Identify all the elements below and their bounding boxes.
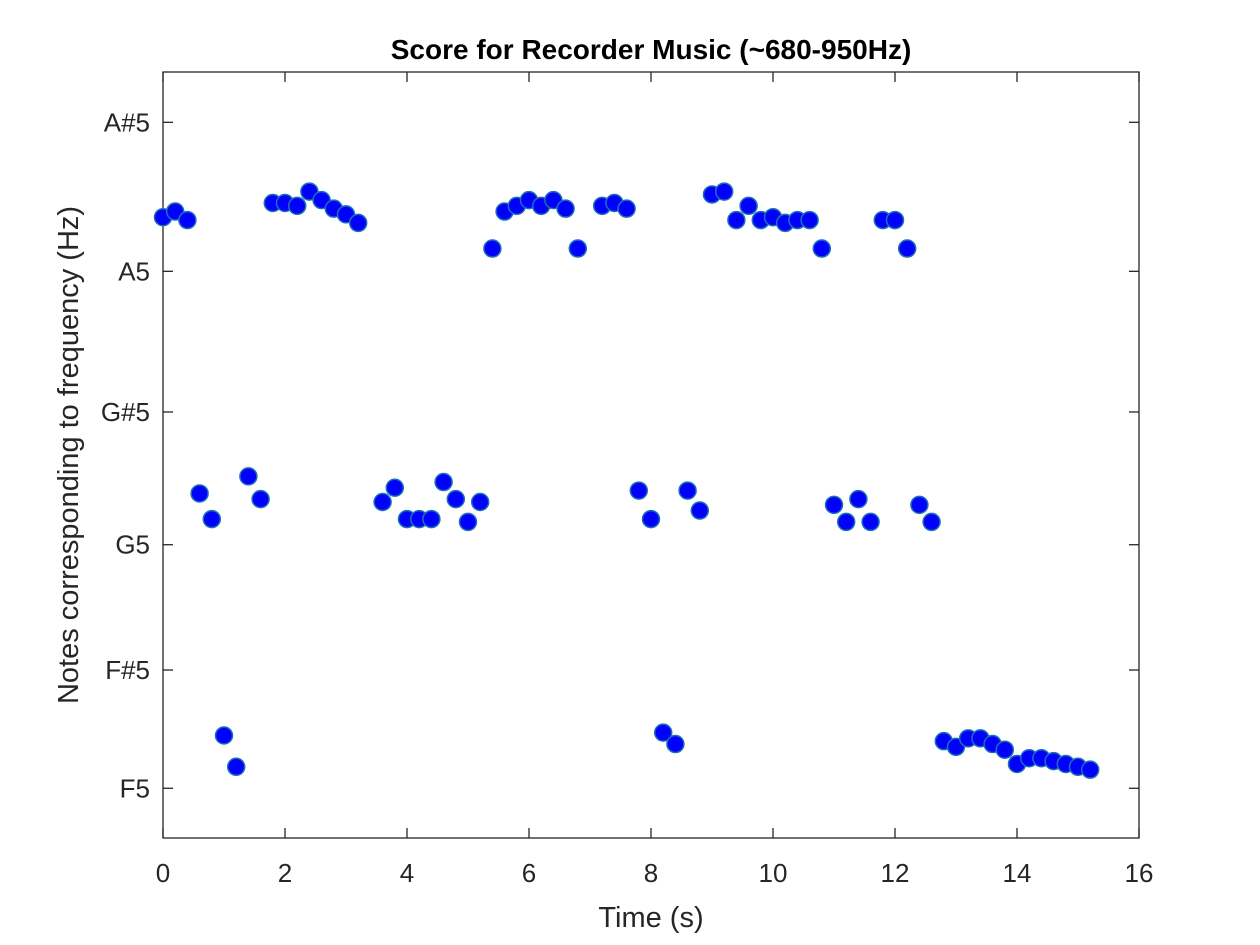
x-tick-label: 16 — [1125, 858, 1154, 888]
data-point — [824, 495, 844, 515]
y-axis-title: Notes corresponding to frequency (Hz) — [53, 206, 85, 704]
x-tick-label: 12 — [881, 858, 910, 888]
y-tick-label: A5 — [118, 256, 150, 286]
data-point — [714, 182, 734, 201]
data-point — [470, 492, 490, 512]
y-tick-label: G5 — [115, 530, 150, 560]
data-point — [739, 196, 758, 216]
x-tick-label: 6 — [522, 858, 536, 888]
data-point — [239, 467, 258, 486]
data-point — [678, 481, 697, 500]
data-point — [812, 239, 832, 258]
data-point — [1080, 760, 1100, 779]
data-point — [287, 196, 307, 216]
y-tick-label: F#5 — [105, 655, 150, 685]
x-tick-label: 10 — [759, 858, 788, 888]
data-point — [214, 726, 234, 745]
data-markers — [153, 182, 1100, 779]
y-axis: F5 F#5 G5 G#5 A5 A#5 — [101, 107, 1139, 803]
data-point — [849, 489, 868, 509]
data-point — [836, 512, 856, 532]
data-point — [458, 512, 478, 532]
data-point — [666, 734, 685, 754]
x-tick-label: 8 — [644, 858, 658, 888]
data-point — [190, 484, 209, 503]
y-tick-label: F5 — [120, 773, 150, 803]
data-point — [434, 472, 453, 492]
data-point — [922, 512, 941, 532]
data-point — [641, 509, 661, 529]
x-tick-label: 14 — [1003, 858, 1032, 888]
data-point — [617, 199, 636, 218]
data-point — [727, 210, 746, 230]
data-point — [226, 757, 246, 777]
x-axis: 0 2 4 6 8 10 12 14 16 — [156, 72, 1154, 888]
data-point — [348, 213, 368, 233]
data-point — [178, 210, 197, 230]
data-point — [385, 478, 405, 497]
x-tick-label: 0 — [156, 858, 170, 888]
data-point — [885, 210, 905, 230]
chart-title: Score for Recorder Music (~680-950Hz) — [391, 34, 912, 65]
data-point — [422, 509, 441, 529]
y-tick-label: G#5 — [101, 397, 150, 427]
data-point — [653, 723, 673, 742]
x-tick-label: 4 — [400, 858, 414, 888]
data-point — [897, 239, 917, 258]
y-tick-label: A#5 — [104, 107, 150, 137]
data-point — [690, 501, 710, 520]
data-point — [373, 492, 392, 512]
x-axis-title: Time (s) — [598, 902, 703, 934]
data-point — [800, 210, 819, 230]
data-point — [568, 239, 588, 258]
data-point — [556, 199, 575, 218]
data-point — [910, 495, 929, 515]
data-point — [446, 489, 466, 509]
data-point — [483, 239, 502, 258]
data-point — [251, 489, 270, 509]
data-point — [995, 740, 1015, 759]
data-point — [629, 481, 649, 500]
data-point — [202, 509, 222, 529]
x-tick-label: 2 — [278, 858, 292, 888]
data-point — [861, 512, 880, 532]
